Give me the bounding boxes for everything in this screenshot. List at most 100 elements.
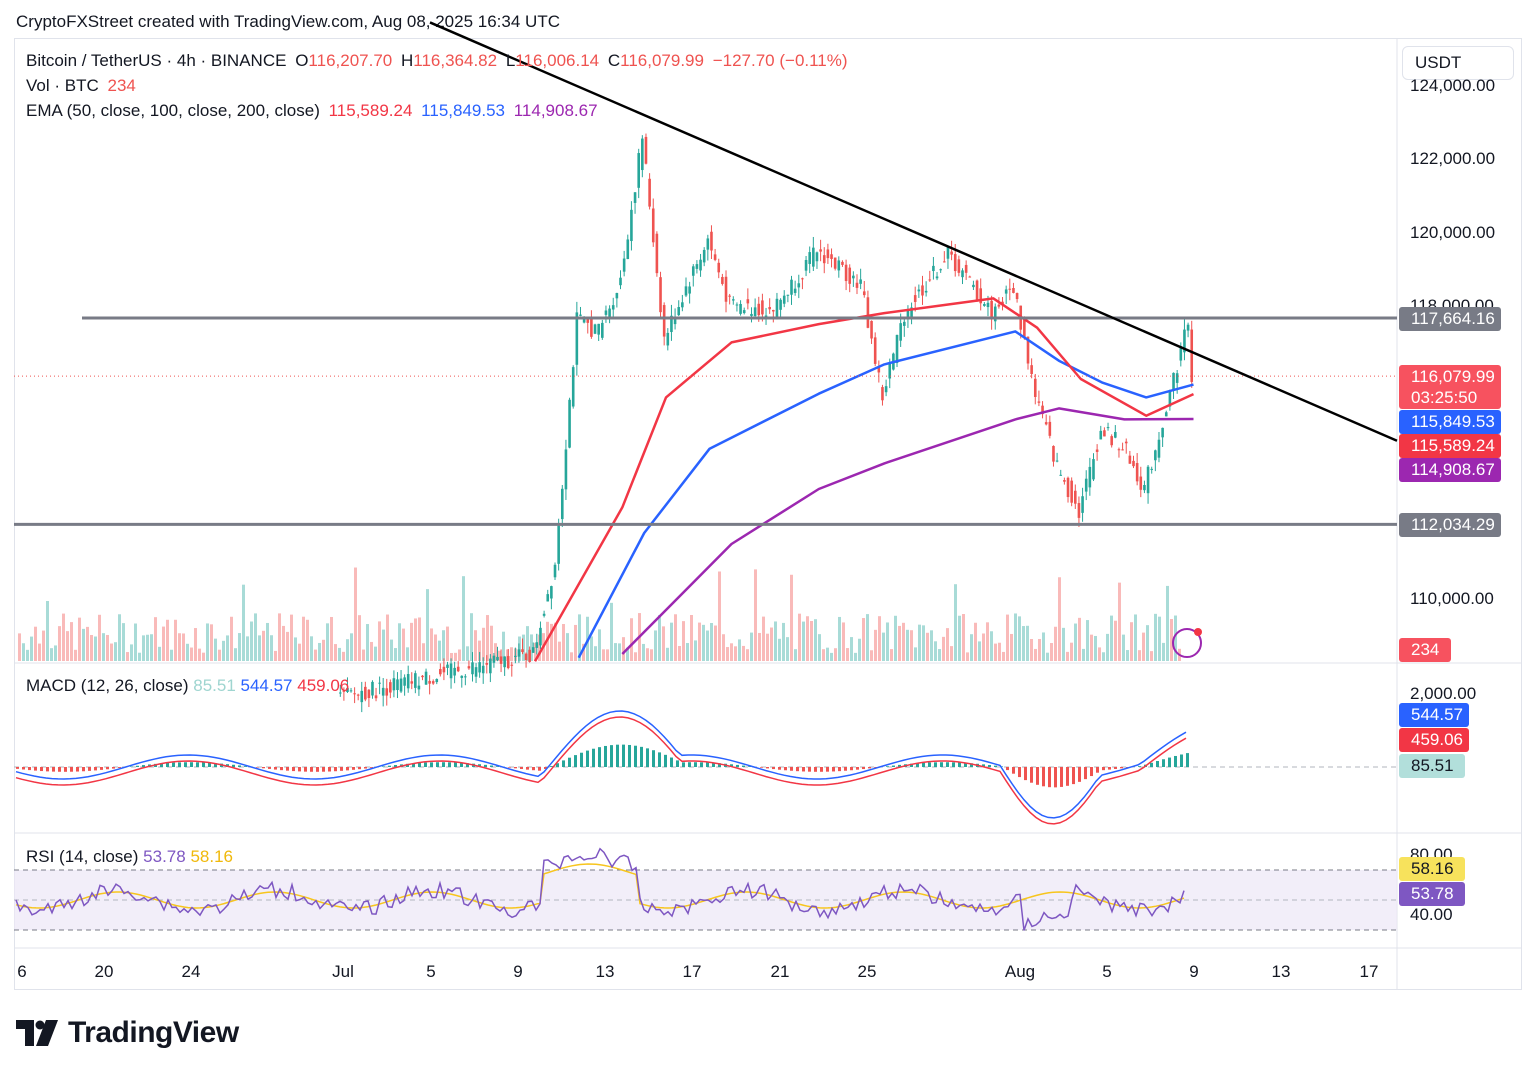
macd-histogram-bar [952,762,955,767]
volume-bar [478,640,481,661]
macd-histogram-bar [784,767,787,771]
candle-body [553,564,557,578]
volume-bar [818,634,821,661]
volume-label[interactable]: Vol · BTC [26,76,99,95]
candle-body [735,304,739,306]
volume-bar [710,622,713,661]
macd-histogram-bar [862,767,865,770]
last-price-tag: 116,079.99 03:25:50 [1399,365,1501,409]
replay-icon[interactable] [1172,628,1202,658]
tradingview-logo[interactable]: TradingView [16,1016,239,1050]
volume-bar [426,589,429,661]
volume-bar [370,641,373,661]
candle-body [1052,445,1055,462]
volume-bar [782,622,785,661]
macd-histogram-bar [916,763,919,767]
macd-histogram-bar [64,767,67,772]
volume-bar [982,633,985,661]
volume-bar [66,631,69,661]
macd-histogram-bar [646,748,649,767]
volume-bar [330,616,333,661]
volume-bar [1162,642,1165,661]
currency-selector[interactable]: USDT [1402,46,1514,80]
date-label: Jul [332,962,354,981]
volume-bar [62,613,65,661]
date-label: 20 [94,962,114,981]
candle-body [757,303,761,316]
candle-body [921,285,924,296]
candle-body [449,663,453,679]
candle-body [1146,466,1150,494]
rsi-label[interactable]: RSI (14, close) [26,847,139,866]
macd-histogram-bar [82,767,85,772]
ema50-tag: 115,589.24 [1399,434,1501,458]
candle-body [1132,460,1135,467]
volume-bar [270,635,273,661]
volume-bar [642,643,645,661]
volume-bar [614,643,617,661]
candle-body [841,261,844,265]
volume-bar [1038,638,1041,661]
candle-body [1041,405,1044,415]
volume-bar [774,621,777,661]
volume-bar [534,642,537,661]
candle-body [717,262,721,273]
candle-body [364,686,367,700]
volume-bar [966,652,969,661]
volume-bar [186,643,189,661]
macd-label[interactable]: MACD (12, 26, close) [26,676,189,695]
ema-label[interactable]: EMA (50, close, 100, close, 200, close) [26,101,320,120]
macd-histogram-bar [652,750,655,767]
macd-histogram-bar [160,763,163,767]
macd-histogram-bar [598,747,601,767]
volume-bar [906,629,909,661]
candle-body [990,300,993,320]
macd-histogram-bar [274,767,277,770]
volume-bar [398,623,401,661]
volume-bar [254,613,257,661]
macd-histogram-bar [88,767,91,771]
candle-body [688,286,691,294]
candle-body [514,655,517,657]
candle-body [442,666,446,673]
volume-bar [134,623,137,661]
candle-body [428,680,431,684]
volume-bar [998,642,1001,661]
macd-histogram-bar [526,767,529,770]
volume-bar [526,626,529,661]
macd-histogram-bar [532,767,535,771]
volume-bar [266,622,269,661]
macd-histogram-bar [682,762,685,767]
candle-body [1183,329,1186,353]
candle-body [913,295,917,302]
macd-histogram-bar [1048,767,1051,788]
volume-bar [406,647,409,661]
macd-value: 544.57 [240,676,293,695]
symbol-label[interactable]: Bitcoin / TetherUS · 4h · BINANCE [26,51,287,70]
candle-body [710,231,713,251]
volume-bar [114,642,117,661]
candle-body [837,260,841,271]
candle-body [870,320,873,339]
volume-bar [390,639,393,661]
macd-histogram-bar [448,762,451,767]
candle-body [421,675,424,678]
candle-body [779,299,782,310]
volume-bar [438,640,441,661]
macd-histogram-bar [622,744,625,767]
volume-bar [362,649,365,661]
volume-bar [326,623,329,661]
candle-body [446,664,449,668]
candle-body [797,283,801,288]
candle-body [1095,449,1099,452]
volume-bar [970,634,973,661]
volume-bar [758,632,761,661]
volume-bar [1010,633,1013,661]
volume-bar [834,648,837,661]
candle-body [1008,288,1012,290]
macd-histogram-bar [628,744,631,767]
volume-bar [18,633,21,661]
candle-body [593,324,597,334]
volume-bar [874,629,877,661]
